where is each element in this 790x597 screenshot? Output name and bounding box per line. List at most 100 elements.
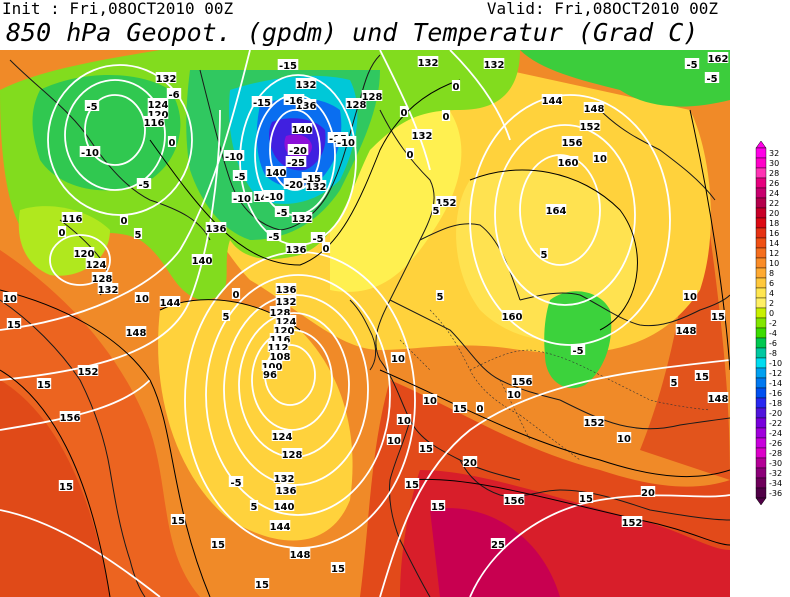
- map-title: 850 hPa Geopot. (gpdm) und Temperatur (G…: [6, 18, 699, 47]
- geopotential-label: 132: [296, 80, 317, 91]
- temperature-label: 15: [711, 312, 725, 323]
- temperature-label: 0: [169, 138, 176, 149]
- temperature-label: 15: [331, 564, 345, 575]
- legend-value: -28: [769, 449, 782, 458]
- legend-swatch: [755, 437, 767, 449]
- legend-arrow-top: [755, 140, 767, 149]
- legend-swatch: [755, 487, 767, 499]
- geopotential-label: 128: [92, 274, 113, 285]
- temperature-label: -10: [225, 152, 243, 163]
- temperature-label: 25: [491, 540, 505, 551]
- geo-label-box: [269, 520, 291, 531]
- temperature-label: 5: [251, 502, 258, 513]
- header: Init : Fri,08OCT2010 00Z Valid: Fri,08OC…: [0, 0, 790, 50]
- temperature-label: 0: [323, 244, 330, 255]
- temp-label-box: [578, 492, 594, 503]
- legend-value: -2: [769, 319, 777, 328]
- legend-swatch: [755, 227, 767, 239]
- temp-label-box: [430, 500, 446, 511]
- temp-label-box: [84, 100, 100, 111]
- geo-label-box: [275, 295, 297, 306]
- geopotential-label: 132: [292, 214, 313, 225]
- geo-label-box: [77, 365, 99, 376]
- legend-value: -24: [769, 429, 782, 438]
- temp-label-box: [6, 318, 22, 329]
- legend-swatch: [755, 407, 767, 419]
- temp-label-box: [399, 106, 409, 117]
- temperature-label: 5: [671, 378, 678, 389]
- temp-label-box: [321, 242, 331, 253]
- geo-label-box: [345, 98, 367, 109]
- legend-value: -32: [769, 469, 782, 478]
- legend-value: 14: [769, 239, 779, 248]
- temperature-label: 15: [7, 320, 21, 331]
- legend-value: 4: [769, 289, 774, 298]
- geo-label-box: [305, 180, 327, 191]
- cool-zone-norway: [330, 90, 462, 292]
- geo-label-box: [262, 368, 278, 379]
- temp-label-box: [452, 402, 468, 413]
- legend-value: -36: [769, 489, 782, 498]
- geopotential-label: 140: [274, 502, 295, 513]
- temperature-label: 15: [695, 372, 709, 383]
- temperature-label: 15: [579, 494, 593, 505]
- temperature-label: 10: [397, 416, 411, 427]
- temp-label-box: [405, 148, 415, 159]
- geo-label-box: [285, 243, 307, 254]
- temperature-label: -20: [285, 180, 303, 191]
- temp-label-box: [2, 292, 18, 303]
- geopotential-label: 132: [484, 60, 505, 71]
- temp-label-box: [277, 59, 299, 70]
- temperature-label: 0: [443, 112, 450, 123]
- geo-label-box: [289, 548, 311, 559]
- legend-value: 0: [769, 309, 774, 318]
- geo-label-box: [579, 120, 601, 131]
- legend-swatch: [755, 317, 767, 329]
- legend-value: -14: [769, 379, 782, 388]
- geopotential-label: 140: [266, 168, 287, 179]
- temperature-label: 15: [171, 516, 185, 527]
- geo-label-box: [261, 360, 283, 371]
- temp-label-box: [266, 230, 282, 241]
- temperature-label: 20: [641, 488, 655, 499]
- legend-swatch: [755, 247, 767, 259]
- legend-value: -22: [769, 419, 782, 428]
- geo-label-box: [621, 516, 643, 527]
- temperature-label: 10: [135, 294, 149, 305]
- geo-label-box: [97, 283, 119, 294]
- legend-value: 26: [769, 179, 779, 188]
- legend-value: -10: [769, 359, 782, 368]
- legend-swatch: [755, 417, 767, 429]
- geopotential-label: 152: [584, 418, 605, 429]
- temperature-label: -15: [303, 174, 321, 185]
- temp-label-box: [249, 500, 259, 511]
- temperature-label: 0: [59, 228, 66, 239]
- temp-label-box: [134, 292, 150, 303]
- temperature-label: -5: [234, 172, 245, 183]
- geopotential-label: 136: [206, 224, 227, 235]
- temp-label-box: [704, 72, 720, 83]
- temperature-labels: -5-10-6-15-15-16-20-25-15-10-10-5-20-15-…: [2, 58, 726, 591]
- legend-swatch: [755, 377, 767, 389]
- geopotential-label: 124: [86, 260, 107, 271]
- temp-label-box: [301, 172, 323, 183]
- geopotential-labels: 1321241201161161201241281321321361401401…: [60, 52, 728, 561]
- legend-value: 24: [769, 189, 779, 198]
- temp-label-box: [490, 538, 506, 549]
- temperature-label: 10: [423, 396, 437, 407]
- geopotential-label: 132: [306, 182, 327, 193]
- legend-swatch: [755, 167, 767, 179]
- legend-swatch: [755, 367, 767, 379]
- borders: [399, 309, 711, 461]
- geo-label-box: [269, 350, 291, 361]
- temp-label-box: [119, 214, 129, 225]
- temp-label-box: [79, 146, 101, 157]
- temp-label-box: [57, 226, 67, 237]
- legend-swatch: [755, 207, 767, 219]
- temp-label-box: [710, 310, 726, 321]
- legend-value: -6: [769, 339, 777, 348]
- temperature-label: 0: [407, 150, 414, 161]
- geopotential-label: 124: [272, 432, 293, 443]
- temperature-label: 0: [477, 404, 484, 415]
- legend-swatch: [755, 387, 767, 399]
